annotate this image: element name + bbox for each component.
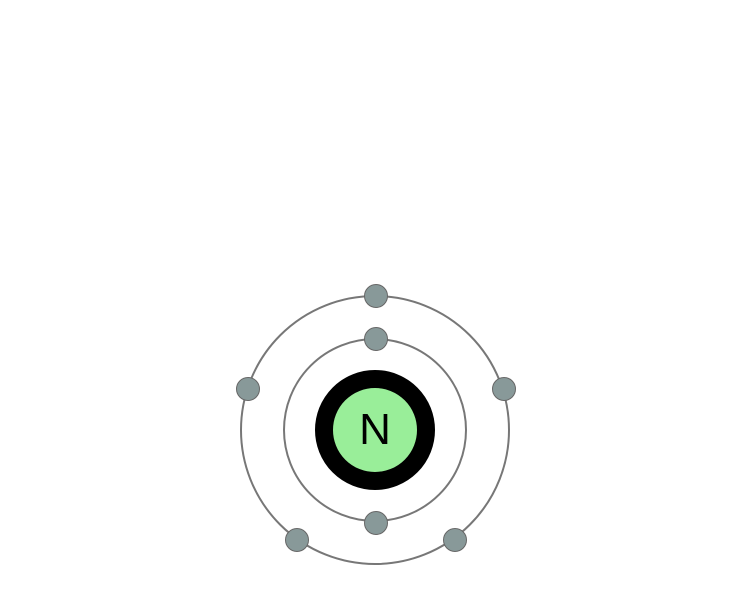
electron [443, 528, 467, 552]
electron [364, 511, 388, 535]
electron [364, 284, 388, 308]
atom-diagram: N [0, 0, 750, 606]
nucleus-label: N [359, 405, 391, 455]
electron [236, 377, 260, 401]
electron [492, 377, 516, 401]
electron [364, 327, 388, 351]
electron [285, 528, 309, 552]
nucleus: N [315, 370, 435, 490]
